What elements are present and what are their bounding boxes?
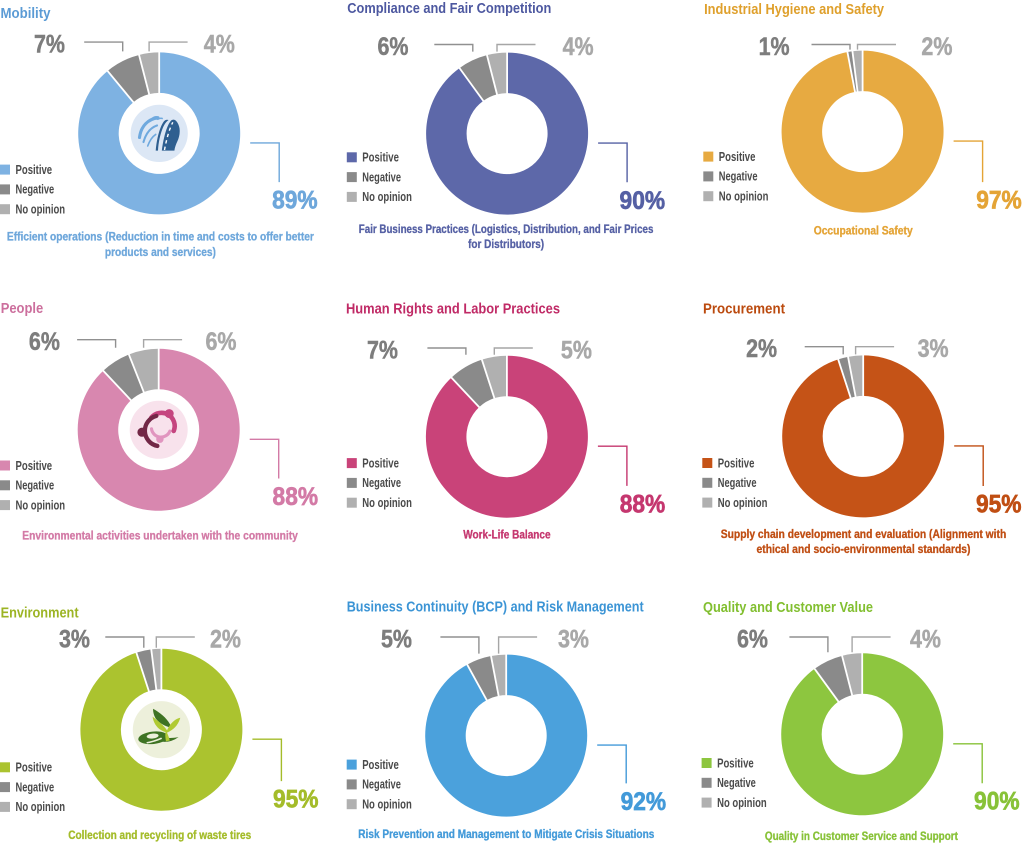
svg-text:6%: 6% — [378, 33, 409, 61]
svg-text:95%: 95% — [976, 491, 1022, 519]
svg-text:88%: 88% — [620, 490, 666, 518]
svg-text:92%: 92% — [621, 788, 667, 816]
svg-text:Positive: Positive — [718, 456, 755, 470]
svg-text:7%: 7% — [367, 336, 398, 364]
svg-text:6%: 6% — [29, 328, 60, 356]
svg-text:Collection and recycling of wa: Collection and recycling of waste tires — [68, 830, 251, 842]
svg-text:6%: 6% — [206, 328, 237, 356]
svg-text:Positive: Positive — [16, 459, 53, 473]
svg-text:Business Continuity (BCP) and: Business Continuity (BCP) and Risk Manag… — [347, 600, 644, 616]
svg-text:No opinion: No opinion — [16, 498, 66, 512]
svg-text:90%: 90% — [974, 788, 1020, 816]
svg-text:Work-Life Balance: Work-Life Balance — [463, 530, 550, 542]
svg-text:3%: 3% — [918, 335, 949, 363]
svg-text:Efficient operations (Reductio: Efficient operations (Reduction in time … — [7, 232, 314, 244]
svg-text:Negative: Negative — [717, 776, 756, 790]
svg-text:Positive: Positive — [719, 150, 756, 164]
svg-text:Negative: Negative — [16, 479, 55, 493]
svg-text:4%: 4% — [910, 625, 941, 653]
svg-text:Negative: Negative — [16, 183, 55, 197]
svg-text:4%: 4% — [563, 33, 594, 61]
svg-text:90%: 90% — [620, 187, 666, 215]
svg-text:5%: 5% — [561, 336, 592, 364]
svg-text:Occupational Safety: Occupational Safety — [814, 226, 914, 238]
svg-text:88%: 88% — [273, 483, 319, 511]
svg-text:Human Rights and Labor Practic: Human Rights and Labor Practices — [346, 301, 560, 317]
svg-text:Compliance and Fair Competitio: Compliance and Fair Competition — [347, 1, 551, 17]
svg-text:for Distributors): for Distributors) — [468, 239, 544, 251]
svg-text:No opinion: No opinion — [719, 190, 769, 204]
svg-text:3%: 3% — [558, 625, 589, 653]
svg-text:Mobility: Mobility — [1, 6, 51, 22]
svg-text:No opinion: No opinion — [16, 203, 66, 217]
svg-text:Procurement: Procurement — [703, 301, 785, 317]
svg-text:No opinion: No opinion — [718, 496, 768, 510]
svg-text:products and services): products and services) — [105, 247, 216, 259]
svg-text:People: People — [1, 301, 44, 317]
svg-text:Fair Business Practices (Logis: Fair Business Practices (Logistics, Dist… — [359, 224, 654, 236]
svg-text:No opinion: No opinion — [717, 796, 767, 810]
svg-text:Industrial Hygiene and Safety: Industrial Hygiene and Safety — [704, 2, 884, 18]
svg-text:Negative: Negative — [362, 778, 401, 792]
svg-text:Positive: Positive — [362, 758, 399, 772]
svg-text:6%: 6% — [737, 625, 768, 653]
svg-text:2%: 2% — [921, 33, 952, 61]
svg-text:No opinion: No opinion — [16, 800, 66, 814]
svg-text:Negative: Negative — [718, 476, 757, 490]
svg-text:No opinion: No opinion — [362, 496, 412, 510]
svg-text:4%: 4% — [204, 31, 235, 59]
svg-text:3%: 3% — [59, 625, 90, 653]
svg-text:Environment: Environment — [1, 605, 79, 621]
svg-text:5%: 5% — [381, 625, 412, 653]
svg-text:Positive: Positive — [362, 456, 399, 470]
svg-text:No opinion: No opinion — [362, 190, 412, 204]
svg-text:7%: 7% — [34, 31, 65, 59]
svg-text:Risk Prevention and Management: Risk Prevention and Management to Mitiga… — [358, 829, 654, 841]
svg-text:Supply chain development and e: Supply chain development and evaluation … — [721, 529, 1007, 541]
svg-text:ethical and socio-environmenta: ethical and socio-environmental standard… — [757, 544, 971, 556]
svg-text:Quality in Customer Service an: Quality in Customer Service and Support — [765, 831, 958, 843]
svg-text:Negative: Negative — [719, 170, 758, 184]
svg-text:1%: 1% — [759, 33, 790, 61]
svg-text:No opinion: No opinion — [362, 798, 412, 812]
svg-text:Positive: Positive — [717, 756, 754, 770]
svg-text:Negative: Negative — [16, 780, 55, 794]
svg-text:Negative: Negative — [362, 476, 401, 490]
svg-text:2%: 2% — [746, 335, 777, 363]
svg-text:Positive: Positive — [16, 761, 53, 775]
svg-text:Environmental activities under: Environmental activities undertaken with… — [22, 531, 298, 543]
svg-text:Positive: Positive — [16, 163, 53, 177]
svg-text:89%: 89% — [272, 187, 318, 215]
svg-text:2%: 2% — [210, 625, 241, 653]
svg-text:97%: 97% — [976, 187, 1022, 215]
svg-text:Negative: Negative — [362, 170, 401, 184]
svg-text:Positive: Positive — [362, 151, 399, 165]
svg-text:Quality and Customer Value: Quality and Customer Value — [703, 600, 873, 616]
svg-text:95%: 95% — [273, 786, 319, 814]
